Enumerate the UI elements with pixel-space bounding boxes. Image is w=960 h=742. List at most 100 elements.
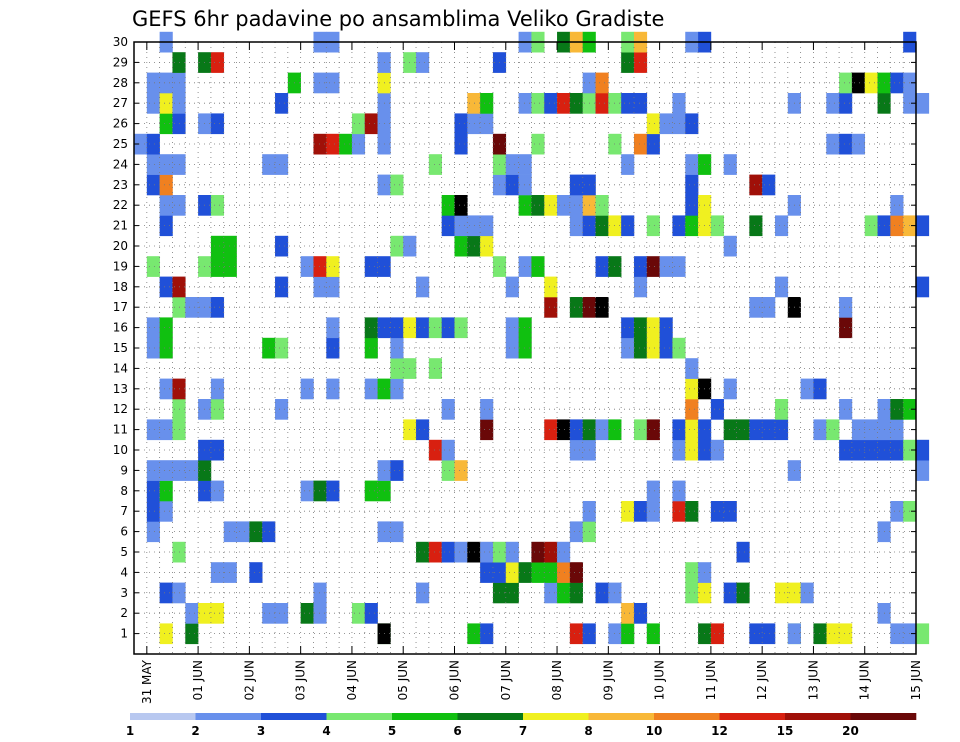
heatmap-cell <box>185 460 199 481</box>
heatmap-cell <box>275 276 289 298</box>
heatmap-cell <box>826 623 840 645</box>
y-tick-label: 24 <box>113 157 128 171</box>
heatmap-cell <box>480 235 494 257</box>
heatmap-cell <box>916 439 930 461</box>
heatmap-cell <box>249 562 263 583</box>
heatmap-cell <box>146 154 160 175</box>
heatmap-cell <box>210 603 225 624</box>
heatmap-cell <box>428 439 442 461</box>
heatmap-cell <box>685 215 699 237</box>
heatmap-cell <box>839 399 853 420</box>
heatmap-cell <box>480 215 494 237</box>
heatmap-cell <box>146 480 160 502</box>
heatmap-cell <box>633 501 648 522</box>
colorbar-swatch <box>654 713 720 720</box>
heatmap-cell <box>210 378 225 400</box>
colorbar-swatch <box>457 713 524 720</box>
heatmap-cell <box>710 623 725 645</box>
heatmap-cell <box>685 582 699 604</box>
heatmap-cell <box>774 215 789 237</box>
colorbar-label: 6 <box>453 724 461 738</box>
heatmap-cell <box>326 276 340 298</box>
heatmap-cell <box>146 256 160 277</box>
heatmap-cell <box>569 623 583 645</box>
heatmap-cell <box>916 215 930 237</box>
heatmap-cell <box>210 439 225 461</box>
heatmap-cell <box>146 133 160 155</box>
heatmap-cell <box>441 399 455 420</box>
heatmap-cell <box>531 256 545 277</box>
heatmap-cell <box>146 337 160 359</box>
heatmap-cell <box>531 562 545 583</box>
heatmap-cell <box>621 215 635 237</box>
heatmap-cell <box>672 256 686 277</box>
heatmap-cell <box>236 521 250 543</box>
heatmap-cell <box>134 133 148 155</box>
heatmap-cell <box>633 133 648 155</box>
heatmap-cell <box>621 337 635 359</box>
heatmap-cell <box>633 93 648 114</box>
heatmap-cell <box>210 52 225 73</box>
heatmap-cell <box>544 419 558 441</box>
heatmap-cell <box>736 582 750 604</box>
heatmap-cell <box>428 358 442 379</box>
heatmap-cell <box>159 337 173 359</box>
heatmap-cell <box>710 439 725 461</box>
heatmap-cell <box>672 215 686 237</box>
y-tick-label: 17 <box>113 300 128 314</box>
heatmap-cell <box>364 256 378 277</box>
heatmap-cell <box>839 623 853 645</box>
y-tick-label: 16 <box>113 321 128 335</box>
heatmap-cell <box>851 419 866 441</box>
heatmap-cell <box>428 541 442 563</box>
heatmap-cell <box>774 399 789 420</box>
heatmap-cell <box>531 133 545 155</box>
heatmap-cell <box>685 501 699 522</box>
heatmap-cell <box>864 72 878 94</box>
heatmap-cell <box>569 419 583 441</box>
y-tick-label: 19 <box>113 259 128 273</box>
heatmap-cell <box>595 256 609 277</box>
heatmap-cell <box>916 276 930 298</box>
heatmap-cell <box>621 93 635 114</box>
heatmap-cell <box>685 562 699 583</box>
heatmap-cell <box>646 480 660 502</box>
heatmap-cell <box>326 256 340 277</box>
heatmap-cell <box>390 174 404 196</box>
heatmap-cell <box>364 603 378 624</box>
heatmap-cell <box>864 215 878 237</box>
heatmap-cell <box>659 113 673 135</box>
heatmap-cell <box>723 378 737 400</box>
heatmap-cell <box>646 623 660 645</box>
heatmap-cell <box>685 439 699 461</box>
x-tick-label: 06 JUN <box>447 660 461 700</box>
heatmap-cell <box>505 154 519 175</box>
heatmap-cell <box>185 603 199 624</box>
y-tick-label: 3 <box>120 586 128 600</box>
heatmap-cell <box>621 623 635 645</box>
y-tick-label: 14 <box>113 361 128 375</box>
heatmap-cell <box>210 256 225 277</box>
heatmap-cell <box>505 337 519 359</box>
heatmap-cell <box>646 501 660 522</box>
y-tick-label: 20 <box>113 239 128 253</box>
plot-grid <box>134 41 916 654</box>
heatmap-cell <box>300 603 314 624</box>
colorbar-swatch <box>719 713 786 720</box>
heatmap-cell <box>672 419 686 441</box>
heatmap-cell <box>851 72 866 94</box>
heatmap-cell <box>595 419 609 441</box>
colorbar-label: 1 <box>126 724 134 738</box>
y-tick-label: 6 <box>120 525 128 539</box>
heatmap-cell <box>749 297 763 318</box>
heatmap-cell <box>146 317 160 339</box>
heatmap-cell <box>646 419 660 441</box>
heatmap-cell <box>826 419 840 441</box>
heatmap-cell <box>223 562 237 583</box>
x-tick-label: 15 JUN <box>909 660 923 700</box>
x-tick-label: 04 JUN <box>345 660 359 700</box>
x-tick-label: 12 JUN <box>755 660 769 700</box>
heatmap-cell <box>544 195 558 216</box>
heatmap-cell <box>916 93 930 114</box>
heatmap-cell <box>544 297 558 318</box>
